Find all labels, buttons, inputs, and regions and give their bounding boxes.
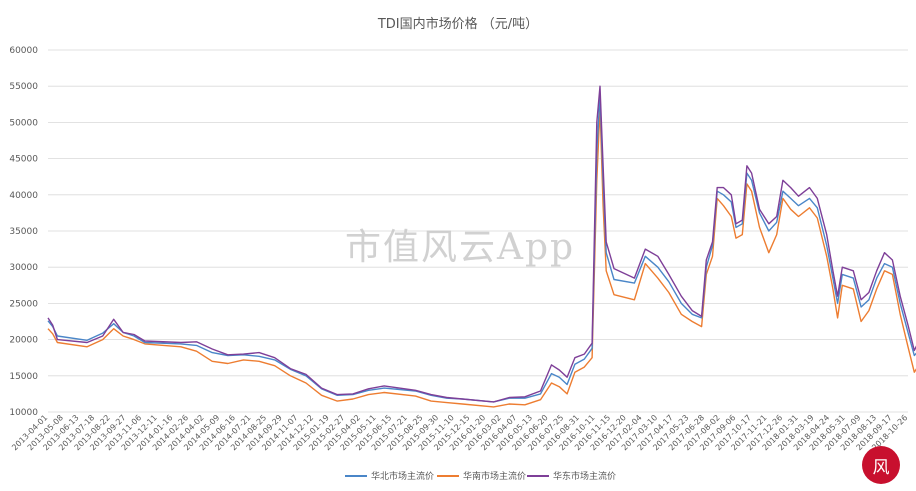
y-tick-label: 35000 bbox=[9, 227, 38, 237]
x-axis: 2013-04-012013-05-082013-06-132013-07-18… bbox=[10, 413, 909, 452]
series-lines bbox=[47, 85, 916, 408]
y-tick-label: 15000 bbox=[9, 372, 38, 382]
series-line-1 bbox=[47, 107, 916, 408]
y-tick-label: 25000 bbox=[9, 299, 38, 309]
y-tick-label: 40000 bbox=[9, 191, 38, 201]
legend: 华北市场主流价 华南市场主流价 华东市场主流价 bbox=[345, 470, 616, 482]
legend-label: 华东市场主流价 bbox=[553, 470, 616, 482]
brand-seal: 风 bbox=[862, 446, 900, 484]
legend-item-2: 华东市场主流价 bbox=[527, 470, 616, 482]
legend-label: 华北市场主流价 bbox=[371, 470, 434, 482]
watermark: 市值风云App bbox=[345, 227, 576, 268]
legend-label: 华南市场主流价 bbox=[463, 470, 526, 482]
y-tick-label: 10000 bbox=[9, 408, 38, 418]
legend-item-0: 华北市场主流价 bbox=[345, 470, 434, 482]
series-line-0 bbox=[47, 94, 916, 403]
y-tick-label: 45000 bbox=[9, 155, 38, 165]
y-tick-label: 60000 bbox=[9, 46, 38, 56]
y-axis: 10000 15000 20000 25000 30000 35000 40000 45000… bbox=[9, 46, 38, 418]
chart-title: TDI国内市场价格 （元/吨） bbox=[377, 16, 538, 32]
y-tick-label: 50000 bbox=[9, 118, 38, 128]
grid bbox=[48, 49, 908, 413]
y-tick-label: 20000 bbox=[9, 336, 38, 346]
series-line-2 bbox=[47, 85, 916, 403]
y-tick-label: 30000 bbox=[9, 263, 38, 273]
y-tick-label: 55000 bbox=[9, 82, 38, 92]
legend-item-1: 华南市场主流价 bbox=[437, 470, 526, 482]
